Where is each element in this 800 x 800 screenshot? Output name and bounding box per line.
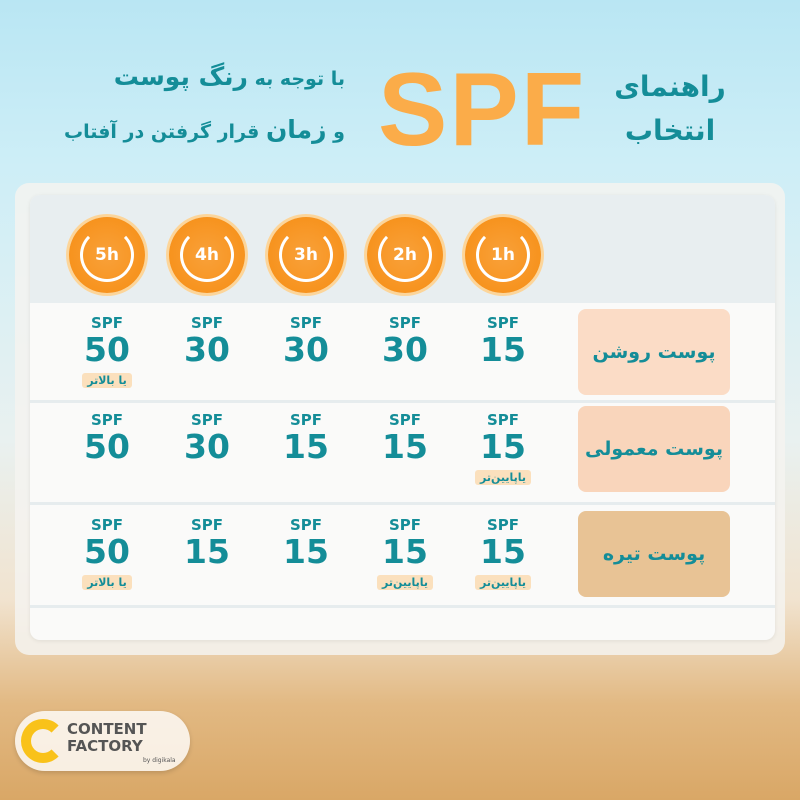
- spf-cell: SPF 15: [261, 412, 351, 466]
- spf-value: 15: [480, 427, 526, 466]
- spf-key: SPF: [388, 516, 422, 534]
- spf-key: SPF: [388, 411, 422, 429]
- row-divider: [30, 605, 775, 608]
- subtitle-line-1: با توجه به رنگ پوست: [114, 62, 345, 91]
- skin-type-label: پوست تیره: [578, 511, 730, 597]
- hour-label: 4h: [180, 228, 234, 282]
- spf-cell: SPF 50 یا بالاتر: [62, 517, 152, 590]
- spf-key: SPF: [190, 516, 224, 534]
- title-line-2: انتخاب: [624, 114, 716, 147]
- logo-line-1: CONTENT: [67, 720, 147, 738]
- hour-label: 3h: [279, 228, 333, 282]
- spf-cell: SPF 15 یاپایین‌تر: [458, 517, 548, 590]
- spf-value: 15: [480, 532, 526, 571]
- subtitle-text: قرار گرفتن در آفتاب: [63, 121, 266, 143]
- hour-label: 5h: [80, 228, 134, 282]
- subtitle-emphasis: زمان: [265, 115, 327, 144]
- spf-key: SPF: [388, 314, 422, 332]
- page-title: راهنمای انتخاب: [600, 65, 740, 153]
- spf-note: یاپایین‌تر: [376, 575, 433, 590]
- subtitle-text: با توجه به: [247, 68, 345, 90]
- spf-cell: SPF 15: [261, 517, 351, 571]
- spf-cell: SPF 15 یاپایین‌تر: [458, 412, 548, 485]
- spf-key: SPF: [486, 411, 520, 429]
- logo-c-icon: [21, 719, 65, 763]
- spf-cell: SPF 30: [162, 412, 252, 466]
- spf-note: یا بالاتر: [82, 373, 132, 388]
- spf-cell: SPF 30: [261, 315, 351, 369]
- spf-note: یاپایین‌تر: [474, 575, 531, 590]
- spf-cell: SPF 15 یاپایین‌تر: [360, 517, 450, 590]
- spf-cell: SPF 30: [162, 315, 252, 369]
- clock-icon: 2h: [367, 217, 443, 293]
- spf-value: 50: [84, 427, 130, 466]
- spf-key: SPF: [486, 516, 520, 534]
- spf-key: SPF: [90, 411, 124, 429]
- spf-key: SPF: [289, 314, 323, 332]
- clock-icon: 4h: [169, 217, 245, 293]
- subtitle-emphasis: رنگ پوست: [113, 62, 248, 91]
- subtitle-text: و: [326, 121, 345, 143]
- skin-type-label: پوست روشن: [578, 309, 730, 395]
- logo-text: CONTENT FACTORY: [67, 721, 147, 755]
- spf-value: 50: [84, 532, 130, 571]
- spf-value: 15: [480, 330, 526, 369]
- clock-icon: 5h: [69, 217, 145, 293]
- spf-cell: SPF 50 یا بالاتر: [62, 315, 152, 388]
- spf-value: 50: [84, 330, 130, 369]
- clock-icon: 1h: [465, 217, 541, 293]
- spf-key: SPF: [190, 411, 224, 429]
- content-factory-logo: CONTENT FACTORY by digikala: [15, 711, 190, 771]
- spf-value: 15: [283, 532, 329, 571]
- spf-value: 15: [283, 427, 329, 466]
- spf-key: SPF: [90, 516, 124, 534]
- spf-value: 30: [283, 330, 329, 369]
- row-divider: [30, 400, 775, 403]
- spf-cell: SPF 30: [360, 315, 450, 369]
- spf-key: SPF: [289, 516, 323, 534]
- spf-value: 30: [184, 427, 230, 466]
- clock-icon: 3h: [268, 217, 344, 293]
- skin-type-label: پوست معمولی: [578, 406, 730, 492]
- hour-label: 1h: [476, 228, 530, 282]
- spf-key: SPF: [90, 314, 124, 332]
- row-divider: [30, 502, 775, 505]
- spf-note: یاپایین‌تر: [474, 470, 531, 485]
- spf-value: 15: [184, 532, 230, 571]
- hour-label: 2h: [378, 228, 432, 282]
- spf-key: SPF: [486, 314, 520, 332]
- spf-value: 30: [382, 330, 428, 369]
- logo-by: by digikala: [143, 757, 176, 764]
- spf-value: 15: [382, 427, 428, 466]
- title-line-1: راهنمای: [614, 70, 726, 103]
- spf-note: یا بالاتر: [82, 575, 132, 590]
- spf-value: 30: [184, 330, 230, 369]
- spf-cell: SPF 15: [162, 517, 252, 571]
- spf-heading: SPF: [378, 52, 587, 168]
- spf-key: SPF: [289, 411, 323, 429]
- subtitle-line-2: و زمان قرار گرفتن در آفتاب: [64, 115, 345, 144]
- spf-cell: SPF 15: [458, 315, 548, 369]
- spf-value: 15: [382, 532, 428, 571]
- spf-cell: SPF 50: [62, 412, 152, 466]
- spf-cell: SPF 15: [360, 412, 450, 466]
- logo-line-2: FACTORY: [67, 737, 143, 755]
- spf-key: SPF: [190, 314, 224, 332]
